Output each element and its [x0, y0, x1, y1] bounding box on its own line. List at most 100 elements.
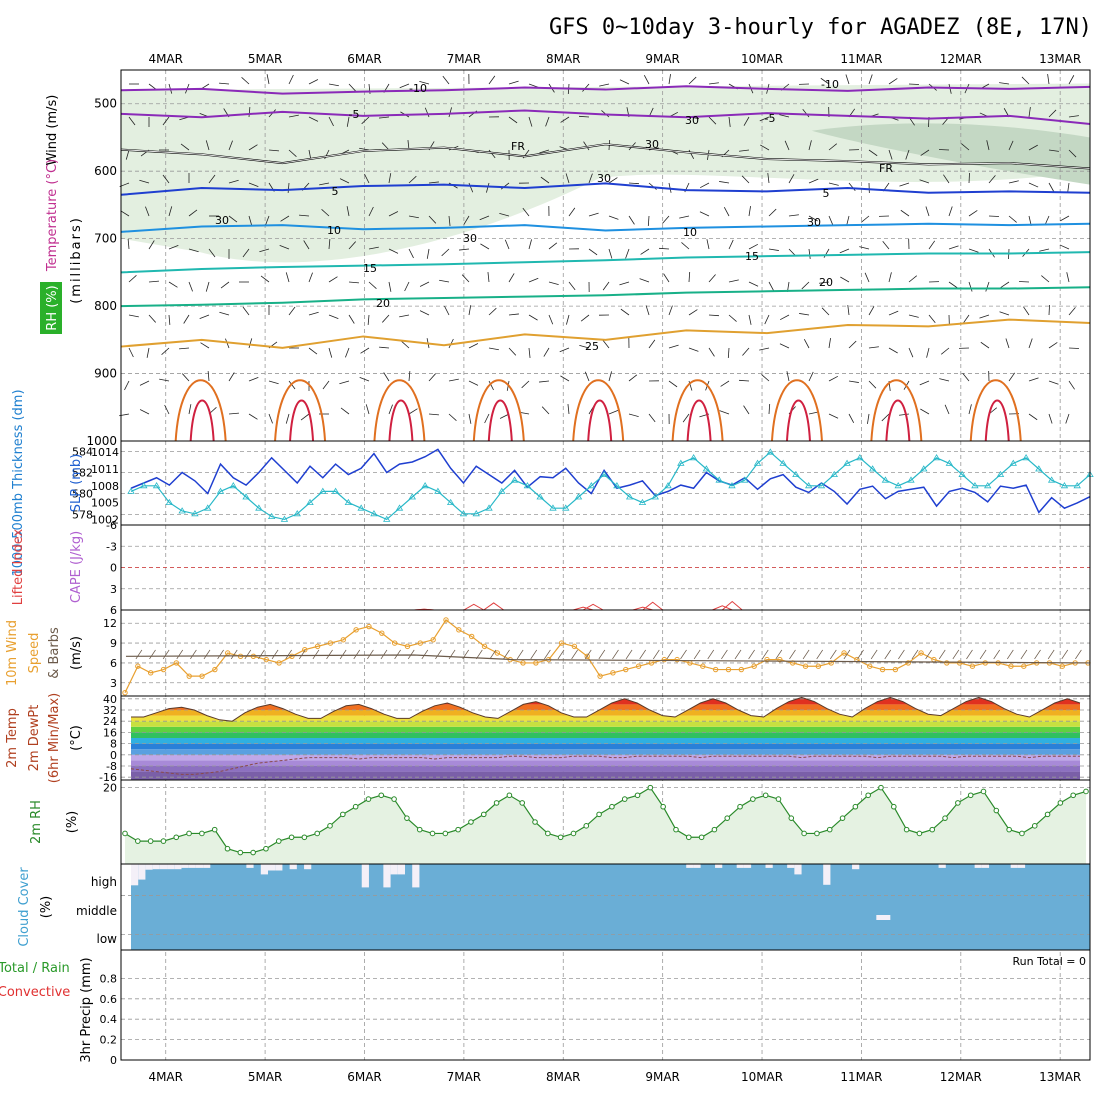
cloud-gap — [412, 864, 420, 888]
y-tick-label: 0.6 — [100, 993, 118, 1006]
wind-barb — [608, 215, 619, 220]
wind-barb — [328, 276, 338, 283]
wind-barb — [148, 280, 159, 283]
wind-barb — [146, 347, 150, 358]
wind-barb — [388, 404, 393, 415]
slp-marker — [383, 515, 391, 522]
rh-marker — [352, 803, 359, 810]
isotherm-label: FR — [879, 162, 893, 175]
rh-marker — [916, 830, 923, 837]
wind-barb — [379, 346, 390, 349]
wind-barb — [986, 140, 990, 151]
rh-marker — [865, 792, 871, 799]
slp-marker — [204, 504, 212, 511]
wind-barb — [559, 347, 570, 353]
wind-barb — [124, 380, 130, 391]
wind-speed-marker — [391, 640, 398, 646]
wind-barb — [426, 248, 430, 259]
slp-marker — [625, 493, 634, 500]
wind-barb — [1039, 248, 1050, 252]
y-tick-label: 40 — [103, 693, 117, 706]
wind-barb — [708, 314, 720, 317]
wind-barb — [128, 347, 134, 358]
wind-barb — [920, 408, 930, 415]
cloud-gap — [743, 864, 752, 868]
y-axis-label-rh2m: 2m RH — [29, 800, 44, 844]
wind-speed-marker — [764, 656, 770, 663]
y-tick-label: 0.8 — [100, 972, 118, 985]
wind-barb — [968, 281, 973, 292]
slp-marker — [971, 482, 979, 489]
wind-barb — [608, 409, 619, 415]
rh-marker — [275, 838, 282, 844]
wind-barb — [442, 75, 450, 85]
wind-barb — [428, 413, 439, 416]
wind-barb — [159, 378, 170, 382]
slp-marker — [267, 512, 276, 519]
slp-marker — [830, 470, 838, 477]
wind-barb — [219, 82, 230, 85]
wind-barb — [808, 178, 819, 184]
cloud-gap — [138, 864, 146, 880]
x-tick-label-bottom: 4MAR — [148, 1070, 183, 1084]
wind-barb — [944, 404, 950, 415]
wind-barb — [399, 83, 410, 89]
wind-barb — [767, 173, 770, 184]
wind-barb — [348, 314, 355, 324]
wind-barb — [1066, 272, 1070, 283]
wind-speed-marker — [828, 660, 834, 666]
rh-marker — [250, 849, 256, 856]
wind-barb — [819, 281, 830, 284]
surface-contour — [174, 379, 227, 442]
wind-barb — [779, 314, 790, 321]
wind-barb — [728, 116, 731, 127]
y-tick-label: 900 — [94, 367, 117, 381]
wind-barb — [260, 275, 270, 283]
wind-speed-marker — [327, 640, 334, 646]
wind-barb — [688, 149, 695, 160]
slp-marker — [370, 510, 378, 517]
wind-barb — [128, 116, 136, 126]
wind-barb-10m — [353, 649, 361, 660]
wind-barb — [648, 339, 656, 349]
wind-barb — [148, 314, 156, 323]
rh-marker — [404, 815, 410, 821]
wind-barb-10m — [230, 649, 238, 660]
rh-marker — [685, 834, 692, 841]
rh-marker — [211, 826, 218, 833]
surface-contour — [189, 399, 215, 442]
wind-barb — [242, 248, 250, 258]
wind-barb — [980, 341, 990, 349]
wind-barb — [908, 347, 914, 358]
wind-speed-marker — [340, 637, 346, 643]
slp-marker — [804, 482, 813, 489]
rh-marker — [955, 800, 961, 806]
slp-marker — [229, 482, 237, 489]
y-axis-label-wind: Wind (m/s) — [45, 95, 60, 166]
isotherm-label: 20 — [376, 297, 390, 310]
wind-speed-marker — [443, 617, 449, 623]
wind-barb — [279, 245, 290, 250]
rh-marker — [1006, 826, 1012, 833]
wind-barb — [582, 83, 590, 92]
wind-speed-marker — [751, 663, 757, 669]
wind-barb — [548, 281, 559, 285]
wind-barb — [268, 413, 273, 424]
wind-barb — [528, 239, 532, 250]
wind-barb — [1021, 76, 1030, 85]
rh-marker — [891, 803, 897, 810]
wind-barb — [759, 347, 770, 351]
rh-marker — [147, 838, 154, 844]
wind-barb — [808, 371, 814, 382]
wind-barb — [768, 281, 775, 292]
x-tick-label-top: 12MAR — [940, 52, 982, 66]
wind-barb — [643, 74, 650, 85]
wind-barb — [139, 380, 150, 386]
wind-speed-marker — [1008, 663, 1014, 669]
wind-barb — [580, 314, 590, 322]
wind-barb — [808, 248, 811, 259]
wind-barb — [1048, 149, 1059, 152]
wind-barb-10m — [598, 649, 606, 660]
y-axis-label-lifted: Lifted Index — [11, 528, 26, 605]
slp-marker — [587, 482, 596, 489]
